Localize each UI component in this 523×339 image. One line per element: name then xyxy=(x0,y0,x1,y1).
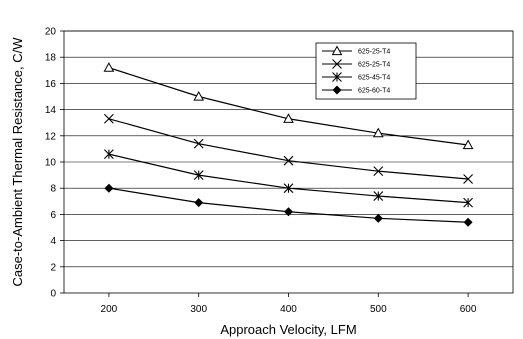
series-1 xyxy=(104,113,473,184)
data-point-2-1 xyxy=(193,170,204,180)
series-group xyxy=(103,62,474,227)
series-3 xyxy=(104,183,473,227)
legend-entry-1: 625-25-T4 xyxy=(322,59,390,69)
data-point-0-0 xyxy=(103,62,115,72)
legend-marker xyxy=(331,45,343,56)
y-tick-label: 16 xyxy=(45,79,57,90)
y-axis-label: Case-to-Ambient Thermal Resistance, C/W xyxy=(10,37,25,287)
marker-stroke xyxy=(332,59,342,69)
data-point-0-2 xyxy=(283,113,294,123)
x-tick-label: 400 xyxy=(280,304,297,315)
marker-stroke xyxy=(463,174,473,184)
y-tick-label: 10 xyxy=(45,158,57,169)
x-axis-ticks: 200 300 400 500 600 xyxy=(101,293,477,315)
x-tick-label: 500 xyxy=(370,304,387,315)
data-point-2-0 xyxy=(104,149,114,160)
x-tick-label: 600 xyxy=(460,304,477,315)
marker-stroke xyxy=(193,138,204,149)
marker-stroke xyxy=(283,155,294,166)
legend-marker xyxy=(332,85,342,95)
data-point-1-3 xyxy=(373,166,384,177)
data-point-2-2 xyxy=(283,183,294,194)
legend-entry-2: 625-45-T4 xyxy=(322,72,390,82)
y-tick-label: 4 xyxy=(50,236,56,247)
series-line-3 xyxy=(108,187,469,223)
y-tick-label: 0 xyxy=(50,289,56,300)
data-point-1-1 xyxy=(193,138,204,149)
y-tick-label: 18 xyxy=(45,53,57,64)
data-point-1-2 xyxy=(283,155,294,166)
legend-entry-3: 625-60-T4 xyxy=(322,85,390,95)
x-tick-label: 300 xyxy=(190,304,207,315)
series-0 xyxy=(103,62,474,150)
legend-label: 625-45-T4 xyxy=(358,75,390,82)
y-tick-label: 8 xyxy=(50,184,56,195)
legend-marker xyxy=(332,72,342,82)
y-tick-label: 12 xyxy=(45,131,57,142)
data-point-3-0 xyxy=(104,183,114,193)
y-tick-label: 20 xyxy=(45,27,57,38)
data-point-0-3 xyxy=(372,127,384,138)
series-line-1 xyxy=(108,118,469,180)
grid xyxy=(64,30,513,268)
y-tick-label: 14 xyxy=(45,105,57,116)
data-point-1-4 xyxy=(463,174,473,184)
y-tick-label: 2 xyxy=(50,262,56,273)
y-tick-label: 6 xyxy=(50,210,56,221)
legend-marker xyxy=(332,59,342,69)
data-point-1-0 xyxy=(104,113,114,124)
y-axis-ticks: 0 2 4 6 8 10 12 14 16 18 20 xyxy=(45,27,64,300)
data-point-2-3 xyxy=(373,191,384,201)
legend-label: 625-25-T4 xyxy=(358,62,390,69)
x-axis-label: Approach Velocity, LFM xyxy=(220,322,356,337)
data-point-0-1 xyxy=(193,90,205,101)
legend: 625-25-T4 625-25-T4 625-45-T4 625-60-T4 xyxy=(315,42,417,100)
data-point-3-4 xyxy=(463,217,473,227)
series-2 xyxy=(104,149,473,208)
marker-stroke xyxy=(373,166,384,177)
data-point-3-1 xyxy=(194,198,204,208)
data-point-3-3 xyxy=(373,213,383,223)
legend-label: 625-60-T4 xyxy=(358,88,390,95)
legend-label: 625-25-T4 xyxy=(358,49,390,56)
x-tick-label: 200 xyxy=(101,304,118,315)
marker-stroke xyxy=(104,113,114,124)
data-point-0-4 xyxy=(462,139,474,150)
legend-entry-0: 625-25-T4 xyxy=(322,45,390,56)
data-point-3-2 xyxy=(283,207,294,217)
data-point-2-4 xyxy=(463,197,473,208)
